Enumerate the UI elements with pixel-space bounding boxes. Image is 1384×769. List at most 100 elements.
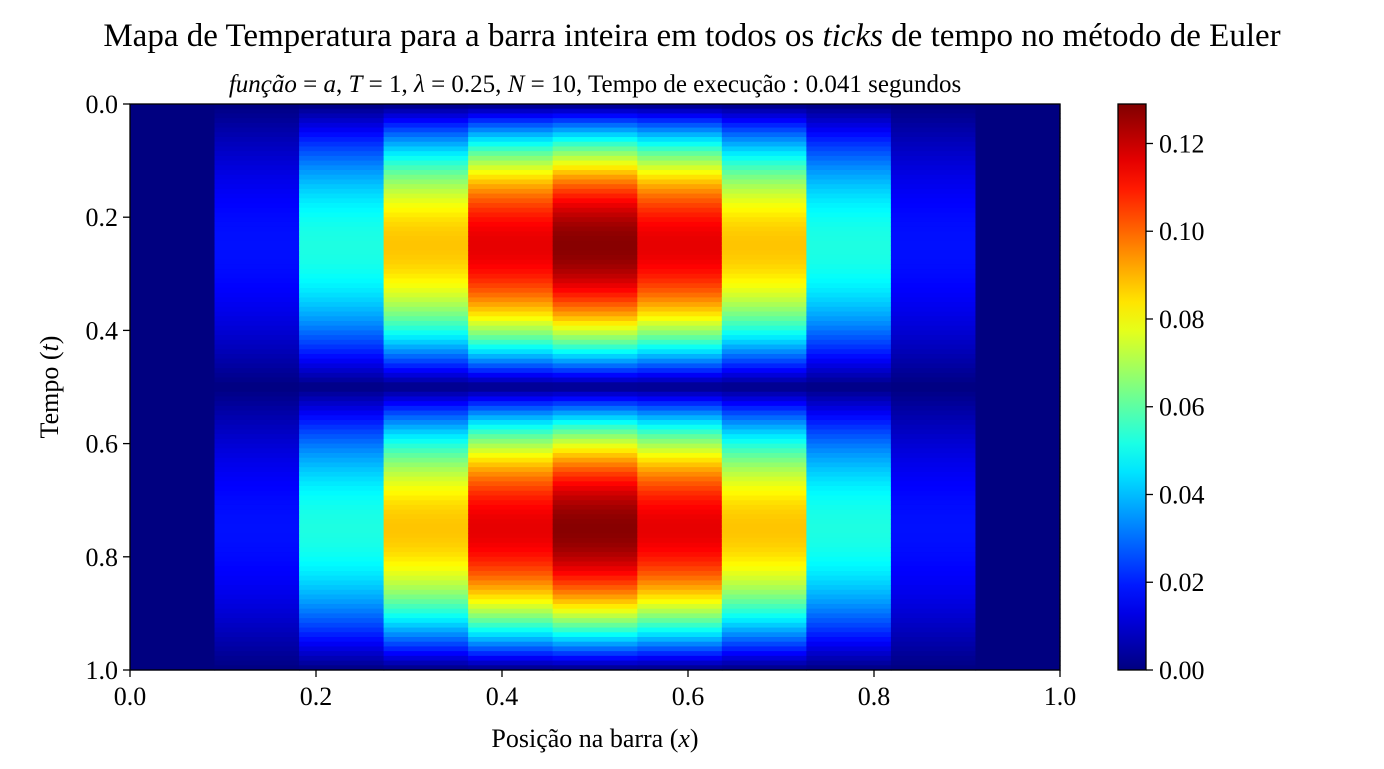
heatmap-cell [637, 146, 723, 152]
heatmap-cell [975, 240, 1061, 247]
heatmap-cell [383, 358, 469, 365]
heatmap-cell [806, 146, 892, 152]
heatmap-cell [806, 335, 892, 341]
heatmap-cell [130, 391, 216, 398]
heatmap-cell [130, 490, 216, 497]
heatmap-cell [552, 155, 638, 162]
heatmap-cell [975, 603, 1061, 610]
heatmap-cell [806, 137, 892, 143]
colorbar-tick-label: 0.12 [1159, 129, 1205, 158]
heatmap-cell [468, 358, 554, 365]
heatmap-cell [890, 599, 977, 605]
heatmap-cell [130, 424, 216, 431]
heatmap-cell [806, 231, 892, 237]
heatmap-cell [383, 429, 469, 435]
heatmap-cell [890, 401, 977, 407]
heatmap-cell [890, 344, 977, 350]
heatmap-cell [299, 627, 385, 633]
heatmap-cell [214, 651, 300, 657]
heatmap-cell [383, 382, 469, 388]
heatmap-cell [214, 179, 300, 185]
colorbar-tick-label: 0.00 [1159, 656, 1205, 685]
heatmap-cell [637, 283, 723, 289]
heatmap-cell [975, 363, 1061, 369]
heatmap-cell [130, 533, 216, 539]
heatmap-cell [721, 533, 807, 539]
heatmap-cell [214, 292, 300, 298]
heatmap-cell [214, 184, 300, 190]
heatmap-cell [214, 217, 300, 223]
heatmap-cell [468, 453, 554, 459]
heatmap-cell [552, 566, 638, 572]
heatmap-cell [468, 599, 554, 605]
heatmap-cell [214, 368, 300, 374]
heatmap-cell [299, 552, 385, 558]
heatmap-cell [214, 509, 300, 515]
heatmap-cell [299, 495, 385, 501]
heatmap-cell [721, 297, 807, 303]
heatmap-cell [552, 636, 638, 643]
heatmap-cell [130, 467, 216, 473]
heatmap-cell [299, 646, 385, 652]
heatmap-cell [214, 646, 300, 652]
heatmap-cell [552, 556, 638, 563]
heatmap-cell [299, 212, 385, 218]
heatmap-cell [130, 193, 216, 199]
subtitle-part: T [348, 71, 364, 98]
heatmap-cell [721, 636, 807, 643]
heatmap-cell [468, 471, 554, 478]
heatmap-cell [637, 320, 723, 327]
heatmap-cell [975, 391, 1061, 398]
heatmap-cell [214, 335, 300, 341]
heatmap-cell [975, 462, 1061, 468]
heatmap-cell [975, 151, 1061, 157]
heatmap-cell [214, 490, 300, 497]
heatmap-cell [806, 193, 892, 199]
heatmap-cell [975, 165, 1061, 171]
heatmap-cell [637, 297, 723, 303]
heatmap-cell [299, 207, 385, 214]
heatmap-cell [383, 207, 469, 214]
heatmap-cell [130, 283, 216, 289]
heatmap-cell [383, 287, 469, 294]
heatmap-cell [214, 622, 300, 629]
heatmap-cell [383, 608, 469, 614]
heatmap-cell [299, 170, 385, 176]
heatmap-cell [552, 184, 638, 190]
heatmap-cell [130, 471, 216, 478]
subtitle-part: = 1, [362, 71, 414, 98]
heatmap-cell [468, 589, 554, 596]
heatmap-cell [468, 287, 554, 294]
heatmap-cell [806, 316, 892, 322]
heatmap-cell [299, 137, 385, 143]
heatmap-cell [214, 495, 300, 501]
heatmap-cell [721, 561, 807, 567]
heatmap-cell [721, 320, 807, 327]
heatmap-cell [552, 429, 638, 435]
heatmap-cell [383, 387, 469, 393]
heatmap-cell [637, 217, 723, 223]
heatmap-cell [468, 391, 554, 398]
heatmap-cell [637, 363, 723, 369]
heatmap-cell [383, 254, 469, 261]
heatmap-cell [214, 514, 300, 520]
heatmap-cell [468, 141, 554, 148]
heatmap-cell [721, 646, 807, 652]
heatmap-cell [721, 424, 807, 431]
heatmap-cell [214, 627, 300, 633]
heatmap-cell [468, 537, 554, 544]
heatmap-cell [637, 141, 723, 148]
subtitle-part: a [323, 71, 336, 98]
heatmap-cell [975, 278, 1061, 284]
heatmap-cell [975, 537, 1061, 544]
heatmap-cell [975, 646, 1061, 652]
heatmap-cell [383, 203, 469, 209]
heatmap-cell [806, 387, 892, 393]
heatmap-cell [214, 108, 300, 115]
heatmap-cell [468, 292, 554, 298]
heatmap-cell [552, 575, 638, 581]
heatmap-cell [806, 429, 892, 435]
heatmap-cell [637, 325, 723, 331]
heatmap-cell [890, 127, 977, 133]
heatmap-cell [721, 335, 807, 341]
